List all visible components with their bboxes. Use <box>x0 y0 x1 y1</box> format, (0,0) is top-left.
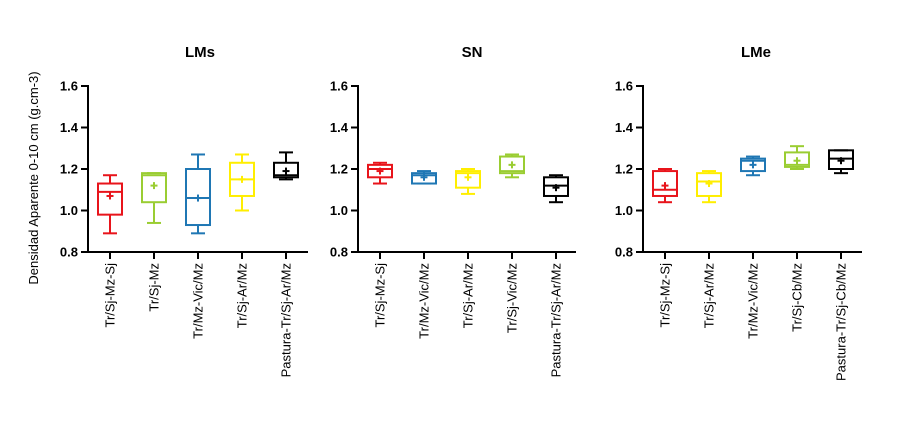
box-3 <box>185 153 211 235</box>
box-iqr <box>784 151 810 168</box>
box-iqr <box>828 149 854 170</box>
panel-title: LMe <box>741 44 771 61</box>
box-iqr <box>696 172 722 197</box>
box-iqr <box>367 163 393 179</box>
box-iqr <box>652 170 678 197</box>
box-3 <box>740 155 766 177</box>
panel-lme: LMe 0.8 1.0 1.2 1.4 1.6 Tr/Sj-Mz-Sj Tr/Sj-Ar/Mz… <box>615 44 862 381</box>
box-iqr <box>185 168 211 227</box>
y-tick-label: 1.6 <box>330 79 348 94</box>
y-tick-label: 1.0 <box>330 203 348 218</box>
box-iqr <box>499 155 525 175</box>
box-iqr <box>141 172 167 204</box>
category-label: Tr/Sj-Ar/Mz <box>702 263 717 328</box>
box-1 <box>97 174 123 235</box>
box-iqr <box>273 161 299 179</box>
box-4 <box>229 153 255 212</box>
category-label: Tr/Sj-Mz <box>147 263 162 312</box>
box-1 <box>652 168 678 204</box>
box-iqr <box>740 157 766 173</box>
y-tick-label: 1.6 <box>60 79 78 94</box>
category-label: Tr/Sj-Mz-Sj <box>103 263 118 328</box>
panel-sn: SN 0.8 1.0 1.2 1.4 1.6 Tr/Sj-Mz-Sj Tr/Mz-Vic/Mz… <box>330 44 576 377</box>
y-tick-label: 1.2 <box>615 162 633 177</box>
category-label: Pastura-Tr/Sj-Cb/Mz <box>834 263 849 381</box>
category-label: Pastura-Tr/Sj-Ar/Mz <box>279 263 294 377</box>
panel-title: LMs <box>185 44 215 61</box>
box-5 <box>273 151 299 181</box>
category-label: Tr/Mz-Vic/Mz <box>417 263 432 339</box>
box-iqr <box>455 170 481 189</box>
box-2 <box>141 172 167 224</box>
y-tick-label: 0.8 <box>60 245 78 260</box>
panel-title: SN <box>462 44 483 61</box>
box-5 <box>543 174 569 204</box>
box-iqr <box>543 176 569 197</box>
y-axis-label: Densidad Aparente 0-10 cm (g.cm-3) <box>26 71 41 284</box>
y-tick-label: 1.4 <box>60 120 79 135</box>
y-tick-label: 0.8 <box>615 245 633 260</box>
category-label: Pastura-Tr/Sj-Ar/Mz <box>549 263 564 377</box>
box-4 <box>784 145 810 170</box>
box-iqr <box>411 172 437 185</box>
box-2 <box>696 170 722 204</box>
category-label: Tr/Sj-Ar/Mz <box>235 263 250 328</box>
y-tick-label: 1.2 <box>330 162 348 177</box>
y-tick-label: 1.6 <box>615 79 633 94</box>
box-5 <box>828 149 854 175</box>
panel-lms: LMs 0.8 1.0 1.2 1.4 1.6 Tr/Sj-Mz-Sj Tr/Sj-Mz Tr/… <box>60 44 308 377</box>
box-4 <box>499 153 525 179</box>
y-tick-label: 1.0 <box>615 203 633 218</box>
category-label: Tr/Mz-Vic/Mz <box>191 263 206 339</box>
box-iqr <box>97 182 123 216</box>
box-1 <box>367 161 393 185</box>
y-tick-label: 1.4 <box>615 120 634 135</box>
category-label: Tr/Sj-Ar/Mz <box>461 263 476 328</box>
category-label: Tr/Sj-Mz-Sj <box>373 263 388 328</box>
category-label: Tr/Mz-Vic/Mz <box>746 263 761 339</box>
category-label: Tr/Sj-Vic/Mz <box>505 263 520 333</box>
category-label: Tr/Sj-Mz-Sj <box>658 263 673 328</box>
y-tick-label: 1.0 <box>60 203 78 218</box>
category-label: Tr/Sj-Cb/Mz <box>790 263 805 332</box>
box-2 <box>411 170 437 185</box>
y-tick-label: 1.2 <box>60 162 78 177</box>
y-tick-label: 1.4 <box>330 120 349 135</box>
y-tick-label: 0.8 <box>330 245 348 260</box>
box-3 <box>455 168 481 195</box>
